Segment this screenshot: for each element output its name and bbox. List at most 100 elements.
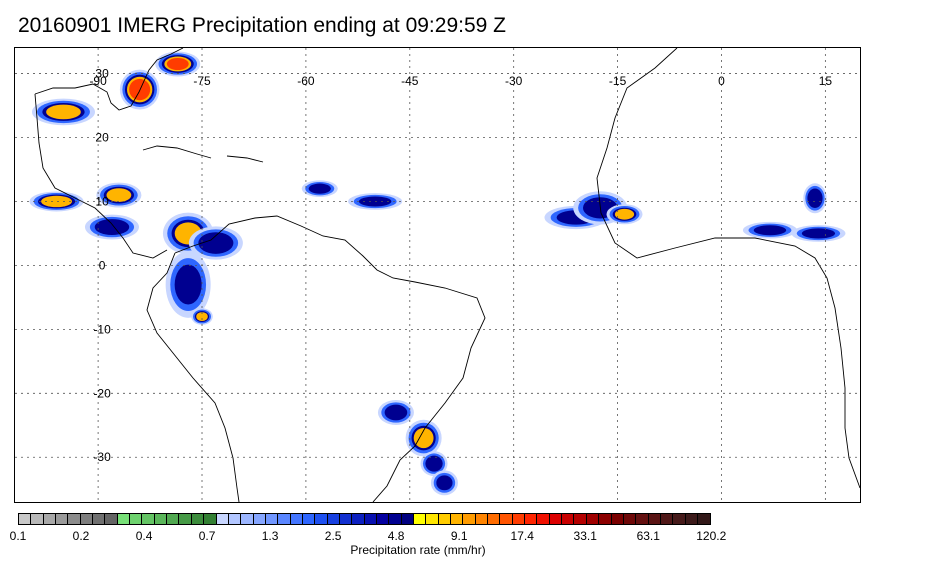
colorbar-swatch-46 <box>586 514 600 524</box>
colorbar-swatch-50 <box>636 514 649 524</box>
colorbar-tick-3: 0.7 <box>198 529 216 543</box>
precip-cell-15 <box>803 183 827 214</box>
precip-cell-17 <box>791 225 846 242</box>
colorbar-tick-8: 17.4 <box>510 529 534 543</box>
colorbar-swatch-22 <box>290 514 303 524</box>
lat-label-0: 30 <box>95 67 109 81</box>
precip-cell-20 <box>420 451 448 477</box>
colorbar-swatch-40 <box>512 514 526 524</box>
precip-cell-18 <box>377 400 414 425</box>
colorbar-swatch-11 <box>154 514 168 524</box>
colorbar-swatch-6 <box>93 514 106 524</box>
coastline-south-america-west <box>146 252 240 502</box>
colorbar <box>18 513 712 525</box>
colorbar-swatch-19 <box>253 514 266 524</box>
colorbar-swatch-49 <box>623 514 637 524</box>
colorbar-tick-7: 9.1 <box>450 529 468 543</box>
colorbar-tick-11: 120.2 <box>696 529 727 543</box>
colorbar-tick-6: 4.8 <box>387 529 405 543</box>
precip-cell-19 <box>405 419 442 457</box>
colorbar-swatch-55 <box>697 514 711 524</box>
lon-label-1: -75 <box>193 74 211 88</box>
coastline-cuba <box>142 145 212 159</box>
lon-label-6: 0 <box>718 74 725 88</box>
colorbar-tick-1: 0.2 <box>72 529 90 543</box>
colorbar-swatch-51 <box>648 514 661 524</box>
colorbar-swatch-38 <box>488 514 501 524</box>
colorbar-swatch-33 <box>426 514 439 524</box>
lon-label-4: -30 <box>505 74 523 88</box>
coastline-north-america <box>34 48 184 111</box>
colorbar-swatch-8 <box>117 514 131 524</box>
colorbar-swatch-0 <box>19 514 32 524</box>
colorbar-swatch-25 <box>327 514 340 524</box>
coastline-hispaniola <box>226 155 264 163</box>
map-canvas: -90 -75 -60 -45 -30 -15 0 15 30 20 10 0 -10 -20 -30 <box>15 48 860 502</box>
colorbar-swatch-30 <box>389 514 402 524</box>
colorbar-swatch-4 <box>68 514 81 524</box>
colorbar-swatch-10 <box>142 514 155 524</box>
lat-label-2: 10 <box>95 194 109 208</box>
colorbar-swatch-44 <box>562 514 575 524</box>
colorbar-tick-0: 0.1 <box>9 529 27 543</box>
coastline-mexico <box>34 93 168 259</box>
colorbar-swatch-5 <box>80 514 94 524</box>
colorbar-swatch-16 <box>216 514 229 524</box>
colorbar-swatch-18 <box>241 514 254 524</box>
lon-label-7: 15 <box>819 74 833 88</box>
colorbar-swatch-32 <box>414 514 427 524</box>
precip-cell-9 <box>191 308 213 325</box>
colorbar-tick-5: 2.5 <box>324 529 342 543</box>
colorbar-swatch-24 <box>315 514 328 524</box>
colorbar-swatch-21 <box>278 514 291 524</box>
colorbar-swatch-1 <box>31 514 44 524</box>
lat-label-6: -30 <box>93 450 111 464</box>
colorbar-tick-9: 33.1 <box>573 529 597 543</box>
precip-cell-21 <box>430 470 458 496</box>
precip-cell-2 <box>31 98 95 126</box>
colorbar-tick-4: 1.3 <box>261 529 279 543</box>
lat-label-5: -20 <box>93 386 111 400</box>
colorbar-swatch-26 <box>339 514 353 524</box>
colorbar-swatch-54 <box>685 514 698 524</box>
colorbar-swatch-17 <box>228 514 242 524</box>
colorbar-swatch-47 <box>599 514 612 524</box>
lon-label-3: -45 <box>401 74 419 88</box>
coastline-south-america <box>174 215 486 502</box>
coastlines <box>34 48 860 502</box>
colorbar-swatch-3 <box>56 514 69 524</box>
colorbar-swatch-13 <box>179 514 192 524</box>
precip-cell-14 <box>606 204 643 225</box>
colorbar-label: Precipitation rate (mm/hr) <box>350 543 486 557</box>
colorbar-swatch-12 <box>167 514 180 524</box>
precip-cell-3 <box>29 191 84 212</box>
colorbar-swatch-42 <box>537 514 550 524</box>
lon-label-0: -90 <box>89 74 107 88</box>
colorbar-tick-2: 0.4 <box>135 529 153 543</box>
colorbar-swatch-37 <box>475 514 489 524</box>
precip-cell-10 <box>301 180 338 197</box>
precip-cell-5 <box>84 214 139 240</box>
colorbar-swatch-15 <box>204 514 217 524</box>
colorbar-swatch-45 <box>574 514 587 524</box>
precip-cell-16 <box>742 221 797 239</box>
colorbar-swatch-7 <box>105 514 118 524</box>
lon-label-2: -60 <box>297 74 315 88</box>
precipitation-map: -90 -75 -60 -45 -30 -15 0 15 30 20 10 0 -10 -20 -30 <box>14 47 861 503</box>
colorbar-swatch-9 <box>130 514 143 524</box>
colorbar-tick-10: 63.1 <box>636 529 660 543</box>
precip-cell-1 <box>155 51 201 77</box>
colorbar-swatch-43 <box>549 514 563 524</box>
lat-label-1: 20 <box>95 131 109 145</box>
map-title: 20160901 IMERG Precipitation ending at 0… <box>18 14 506 37</box>
colorbar-swatch-34 <box>438 514 452 524</box>
colorbar-swatch-36 <box>463 514 476 524</box>
coastline-africa <box>596 48 860 489</box>
colorbar-swatch-48 <box>611 514 624 524</box>
colorbar-swatch-14 <box>191 514 205 524</box>
colorbar-swatch-53 <box>673 514 686 524</box>
colorbar-swatch-31 <box>401 514 414 524</box>
colorbar-swatch-20 <box>265 514 279 524</box>
precipitation-layer <box>29 51 846 496</box>
precip-cell-6 <box>162 212 214 255</box>
